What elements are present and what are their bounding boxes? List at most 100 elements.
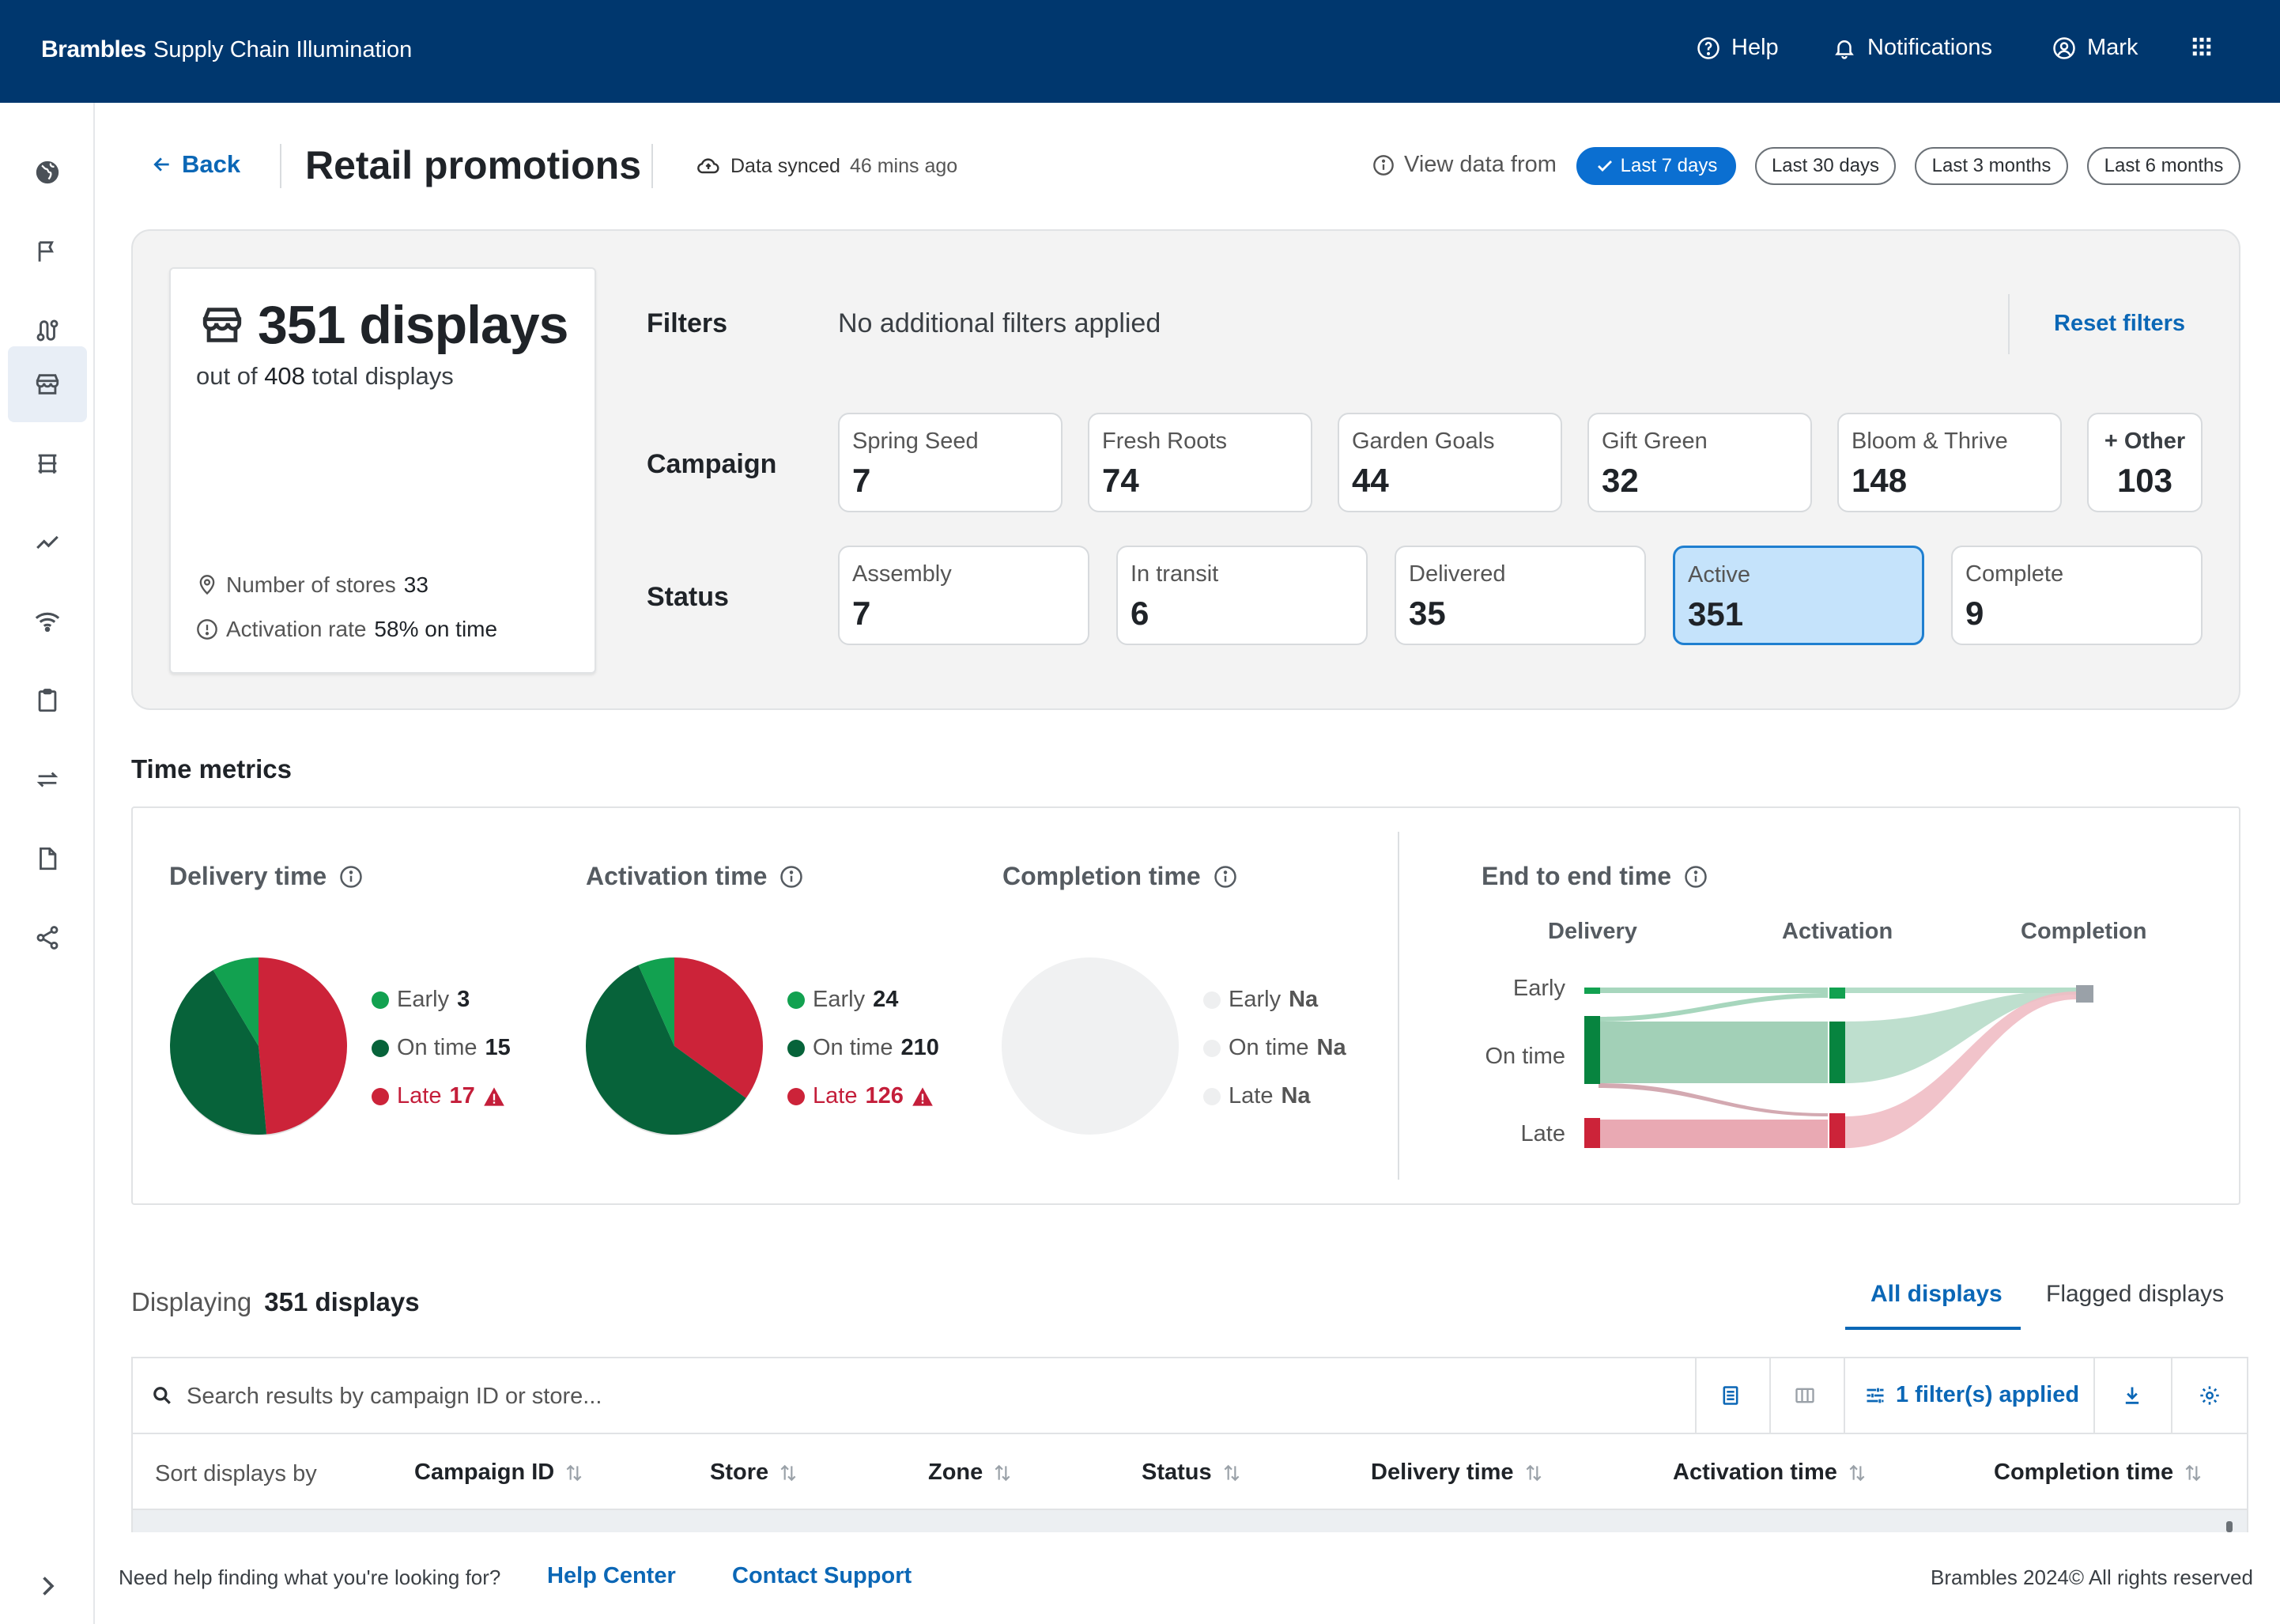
- sort-icon: [1849, 1464, 1865, 1481]
- filters-applied-button[interactable]: 1 filter(s) applied: [1864, 1382, 2079, 1408]
- info-icon[interactable]: [339, 865, 363, 889]
- download-button[interactable]: [2114, 1377, 2150, 1414]
- column-header-campaign-id[interactable]: Campaign ID: [414, 1460, 583, 1486]
- divider: [2008, 294, 2010, 354]
- user-menu[interactable]: Mark: [2052, 35, 2138, 61]
- activation-time-title: Activation time: [586, 862, 803, 891]
- no-filters-text: No additional filters applied: [838, 308, 1161, 338]
- notifications-button[interactable]: Notifications: [1833, 35, 1992, 61]
- sidebar-item-share[interactable]: [8, 900, 87, 976]
- campaign-card-gift-green[interactable]: Gift Green 32: [1587, 413, 1812, 512]
- sankey-row-late: Late: [1520, 1121, 1565, 1146]
- column-label: Store: [710, 1460, 769, 1485]
- displaying-value: 351 displays: [264, 1287, 420, 1316]
- info-icon[interactable]: [1214, 865, 1237, 889]
- sidebar-item-analytics[interactable]: [8, 504, 87, 580]
- help-button[interactable]: Help: [1697, 35, 1779, 61]
- search-input[interactable]: [187, 1373, 1673, 1420]
- tab-all-displays[interactable]: All displays: [1870, 1281, 2003, 1307]
- campaign-card-other[interactable]: + Other 103: [2087, 413, 2203, 512]
- status-card-assembly[interactable]: Assembly 7: [838, 546, 1089, 645]
- status-card-complete[interactable]: Complete 9: [1951, 546, 2203, 645]
- sidebar-item-routes[interactable]: [8, 293, 87, 368]
- column-header-activation-time[interactable]: Activation time: [1673, 1460, 1866, 1486]
- campaign-card-bloom-thrive[interactable]: Bloom & Thrive 148: [1837, 413, 2062, 512]
- info-icon[interactable]: [1684, 865, 1708, 889]
- contact-support-link[interactable]: Contact Support: [732, 1563, 912, 1588]
- column-header-zone[interactable]: Zone: [928, 1460, 1011, 1486]
- legend-value: 15: [485, 1035, 511, 1060]
- active-tab-indicator: [1845, 1327, 2021, 1330]
- sidebar-item-documents[interactable]: [8, 821, 87, 897]
- sidebar-item-transfers[interactable]: [8, 742, 87, 818]
- table-header: [131, 1434, 2248, 1510]
- node-delivery-ontime: [1584, 1016, 1600, 1084]
- arrow-left-icon: [153, 157, 169, 172]
- scrollbar-thumb[interactable]: [2226, 1521, 2233, 1532]
- range-chip-last-6-months[interactable]: Last 6 months: [2087, 147, 2240, 185]
- help-center-link[interactable]: Help Center: [547, 1563, 676, 1588]
- sidebar-item-tasks[interactable]: [8, 663, 87, 738]
- status-card-active[interactable]: Active 351: [1673, 546, 1924, 645]
- trend-icon: [36, 535, 59, 550]
- column-view-button[interactable]: [1787, 1377, 1823, 1414]
- status-name: Active: [1688, 562, 1750, 587]
- legend-early: Early 24: [787, 987, 939, 1013]
- back-button[interactable]: Back: [152, 150, 240, 179]
- range-chip-last-3-months[interactable]: Last 3 months: [1915, 147, 2068, 185]
- node-delivery-early: [1584, 988, 1600, 994]
- activation-rate-row: Activation rate 58% on time: [196, 617, 497, 642]
- campaign-count: 103: [2116, 462, 2173, 499]
- sidebar-item-connectivity[interactable]: [8, 584, 87, 659]
- chevron-right-icon[interactable]: [33, 1572, 62, 1600]
- column-header-completion-time[interactable]: Completion time: [1994, 1460, 2202, 1486]
- sort-icon: [995, 1464, 1010, 1481]
- brand-logo[interactable]: Brambles: [41, 36, 146, 62]
- column-header-delivery-time[interactable]: Delivery time: [1371, 1460, 1542, 1486]
- sidebar-item-retail-promotions[interactable]: [8, 346, 87, 422]
- reset-filters-link[interactable]: Reset filters: [2054, 311, 2186, 336]
- location-pin-icon: [199, 575, 215, 595]
- table-row[interactable]: [131, 1510, 2248, 1532]
- legend-label: Early: [1229, 987, 1282, 1012]
- delivery-time-legend: Early 3 On time 15 Late 17: [372, 987, 511, 1109]
- sidebar-item-displays[interactable]: [8, 425, 87, 501]
- status-card-delivered[interactable]: Delivered 35: [1395, 546, 1646, 645]
- out-of-suffix: total displays: [304, 362, 454, 390]
- pie-slice-on-time[interactable]: [170, 969, 267, 1135]
- legend-value: 210: [900, 1035, 939, 1060]
- campaign-name: Fresh Roots: [1102, 429, 1227, 454]
- divider: [2093, 1357, 2095, 1434]
- status-card-in-transit[interactable]: In transit 6: [1116, 546, 1368, 645]
- campaign-card-spring-seed[interactable]: Spring Seed 7: [838, 413, 1063, 512]
- sidebar-item-milestones[interactable]: [8, 213, 87, 289]
- display-count: 351 displays: [258, 295, 568, 355]
- row-view-button[interactable]: [1712, 1377, 1749, 1414]
- pie-slice-late[interactable]: [259, 957, 348, 1135]
- tab-flagged-displays[interactable]: Flagged displays: [2046, 1281, 2225, 1307]
- column-header-status[interactable]: Status: [1142, 1460, 1240, 1486]
- info-icon[interactable]: [780, 865, 803, 889]
- legend-early: Early Na: [1203, 987, 1346, 1013]
- pie-slice-early[interactable]: [638, 957, 674, 1046]
- campaign-card-fresh-roots[interactable]: Fresh Roots 74: [1088, 413, 1312, 512]
- pie-slice-late[interactable]: [674, 957, 763, 1098]
- column-header-store[interactable]: Store: [710, 1460, 797, 1486]
- node-activation-early: [1829, 988, 1845, 999]
- campaign-name: Gift Green: [1602, 429, 1708, 454]
- column-label: Status: [1142, 1460, 1212, 1485]
- settings-button[interactable]: [2191, 1377, 2228, 1414]
- apps-button[interactable]: [2190, 35, 2214, 59]
- range-chip-last-7-days[interactable]: Last 7 days: [1576, 147, 1736, 185]
- pie-slice-early[interactable]: [213, 957, 259, 1046]
- sidebar-item-global[interactable]: [8, 134, 87, 210]
- columns-view-icon: [1795, 1388, 1814, 1403]
- range-chip-last-30-days[interactable]: Last 30 days: [1755, 147, 1896, 185]
- divider: [280, 144, 281, 188]
- campaign-card-garden-goals[interactable]: Garden Goals 44: [1338, 413, 1562, 512]
- divider: [1398, 832, 1399, 1180]
- download-icon: [2125, 1387, 2139, 1404]
- node-activation-late: [1829, 1113, 1845, 1148]
- pie-slice-on-time[interactable]: [586, 965, 746, 1135]
- out-of-prefix: out of: [196, 362, 265, 390]
